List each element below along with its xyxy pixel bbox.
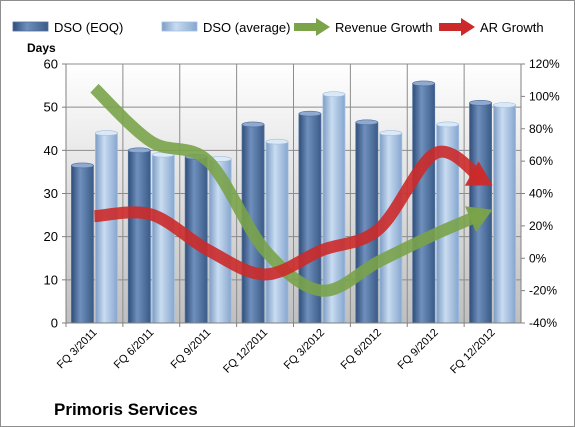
y-axis-title: Days bbox=[27, 41, 56, 55]
bar-cap bbox=[322, 91, 346, 98]
y2-tick-label: -40% bbox=[529, 316, 557, 330]
y-tick-label: 40 bbox=[44, 143, 58, 158]
y2-tick-label: 80% bbox=[529, 122, 553, 136]
series-line bbox=[93, 145, 486, 281]
x-tick-label: FQ 3/2012 bbox=[282, 327, 327, 372]
bar-cap bbox=[436, 121, 459, 128]
bar bbox=[355, 121, 379, 324]
growth-lines bbox=[90, 83, 493, 297]
legend-label: DSO (EOQ) bbox=[54, 20, 123, 35]
legend-swatch bbox=[161, 21, 198, 32]
legend-label: DSO (average) bbox=[203, 20, 290, 35]
x-tick-label: FQ 6/2012 bbox=[339, 327, 384, 372]
series-arrowhead bbox=[464, 161, 493, 186]
y-tick-label: 60 bbox=[44, 57, 58, 72]
bar bbox=[265, 141, 289, 324]
legend-swatch bbox=[12, 21, 49, 32]
bar-cap bbox=[379, 130, 403, 136]
bar-cap bbox=[412, 80, 435, 87]
bar-cap bbox=[298, 110, 322, 117]
x-tick-label: FQ 12/2011 bbox=[221, 327, 270, 376]
bar bbox=[151, 154, 175, 324]
y-tick-label: 30 bbox=[44, 186, 58, 201]
y2-tick-label: -20% bbox=[529, 284, 557, 298]
bar-cap bbox=[355, 119, 379, 126]
legend-arrowhead bbox=[316, 18, 330, 36]
y2-tick-label: 0% bbox=[529, 251, 547, 265]
bar-cap bbox=[241, 121, 265, 128]
bar-cap bbox=[265, 138, 289, 145]
x-tick-label: FQ 6/2011 bbox=[112, 327, 157, 372]
x-tick-label: FQ 9/2012 bbox=[396, 327, 441, 372]
series-arrowhead bbox=[464, 206, 493, 232]
y2-tick-label: 60% bbox=[529, 154, 553, 168]
chart-subtitle: Primoris Services bbox=[54, 400, 198, 419]
legend-label: AR Growth bbox=[480, 20, 544, 35]
x-tick-label: FQ 12/2012 bbox=[448, 327, 498, 377]
legend-arrowhead bbox=[461, 18, 475, 36]
legend-label: Revenue Growth bbox=[335, 20, 433, 35]
y-tick-label: 20 bbox=[44, 229, 58, 244]
bar bbox=[412, 83, 436, 324]
bar bbox=[95, 132, 118, 324]
bar bbox=[127, 149, 151, 324]
bar-cap bbox=[469, 100, 492, 106]
bar-cap bbox=[95, 130, 118, 136]
y-tick-label: 50 bbox=[44, 100, 58, 115]
y2-tick-label: 20% bbox=[529, 219, 553, 233]
y-tick-label: 10 bbox=[44, 272, 58, 287]
bar bbox=[493, 104, 516, 324]
bar bbox=[71, 165, 94, 324]
legend: DSO (EOQ) DSO (average) Revenue Growth AR G… bbox=[12, 18, 544, 36]
x-tick-label: FQ 9/2011 bbox=[169, 327, 214, 372]
bar-cap bbox=[128, 147, 151, 154]
y-tick-label: 0 bbox=[51, 316, 58, 331]
bar-cap bbox=[493, 102, 516, 108]
x-tick-label: FQ 3/2011 bbox=[55, 327, 100, 372]
y2-tick-label: 120% bbox=[529, 57, 560, 71]
y2-tick-label: 40% bbox=[529, 187, 553, 201]
bar-cap bbox=[71, 162, 94, 169]
y2-tick-label: 100% bbox=[529, 89, 560, 103]
